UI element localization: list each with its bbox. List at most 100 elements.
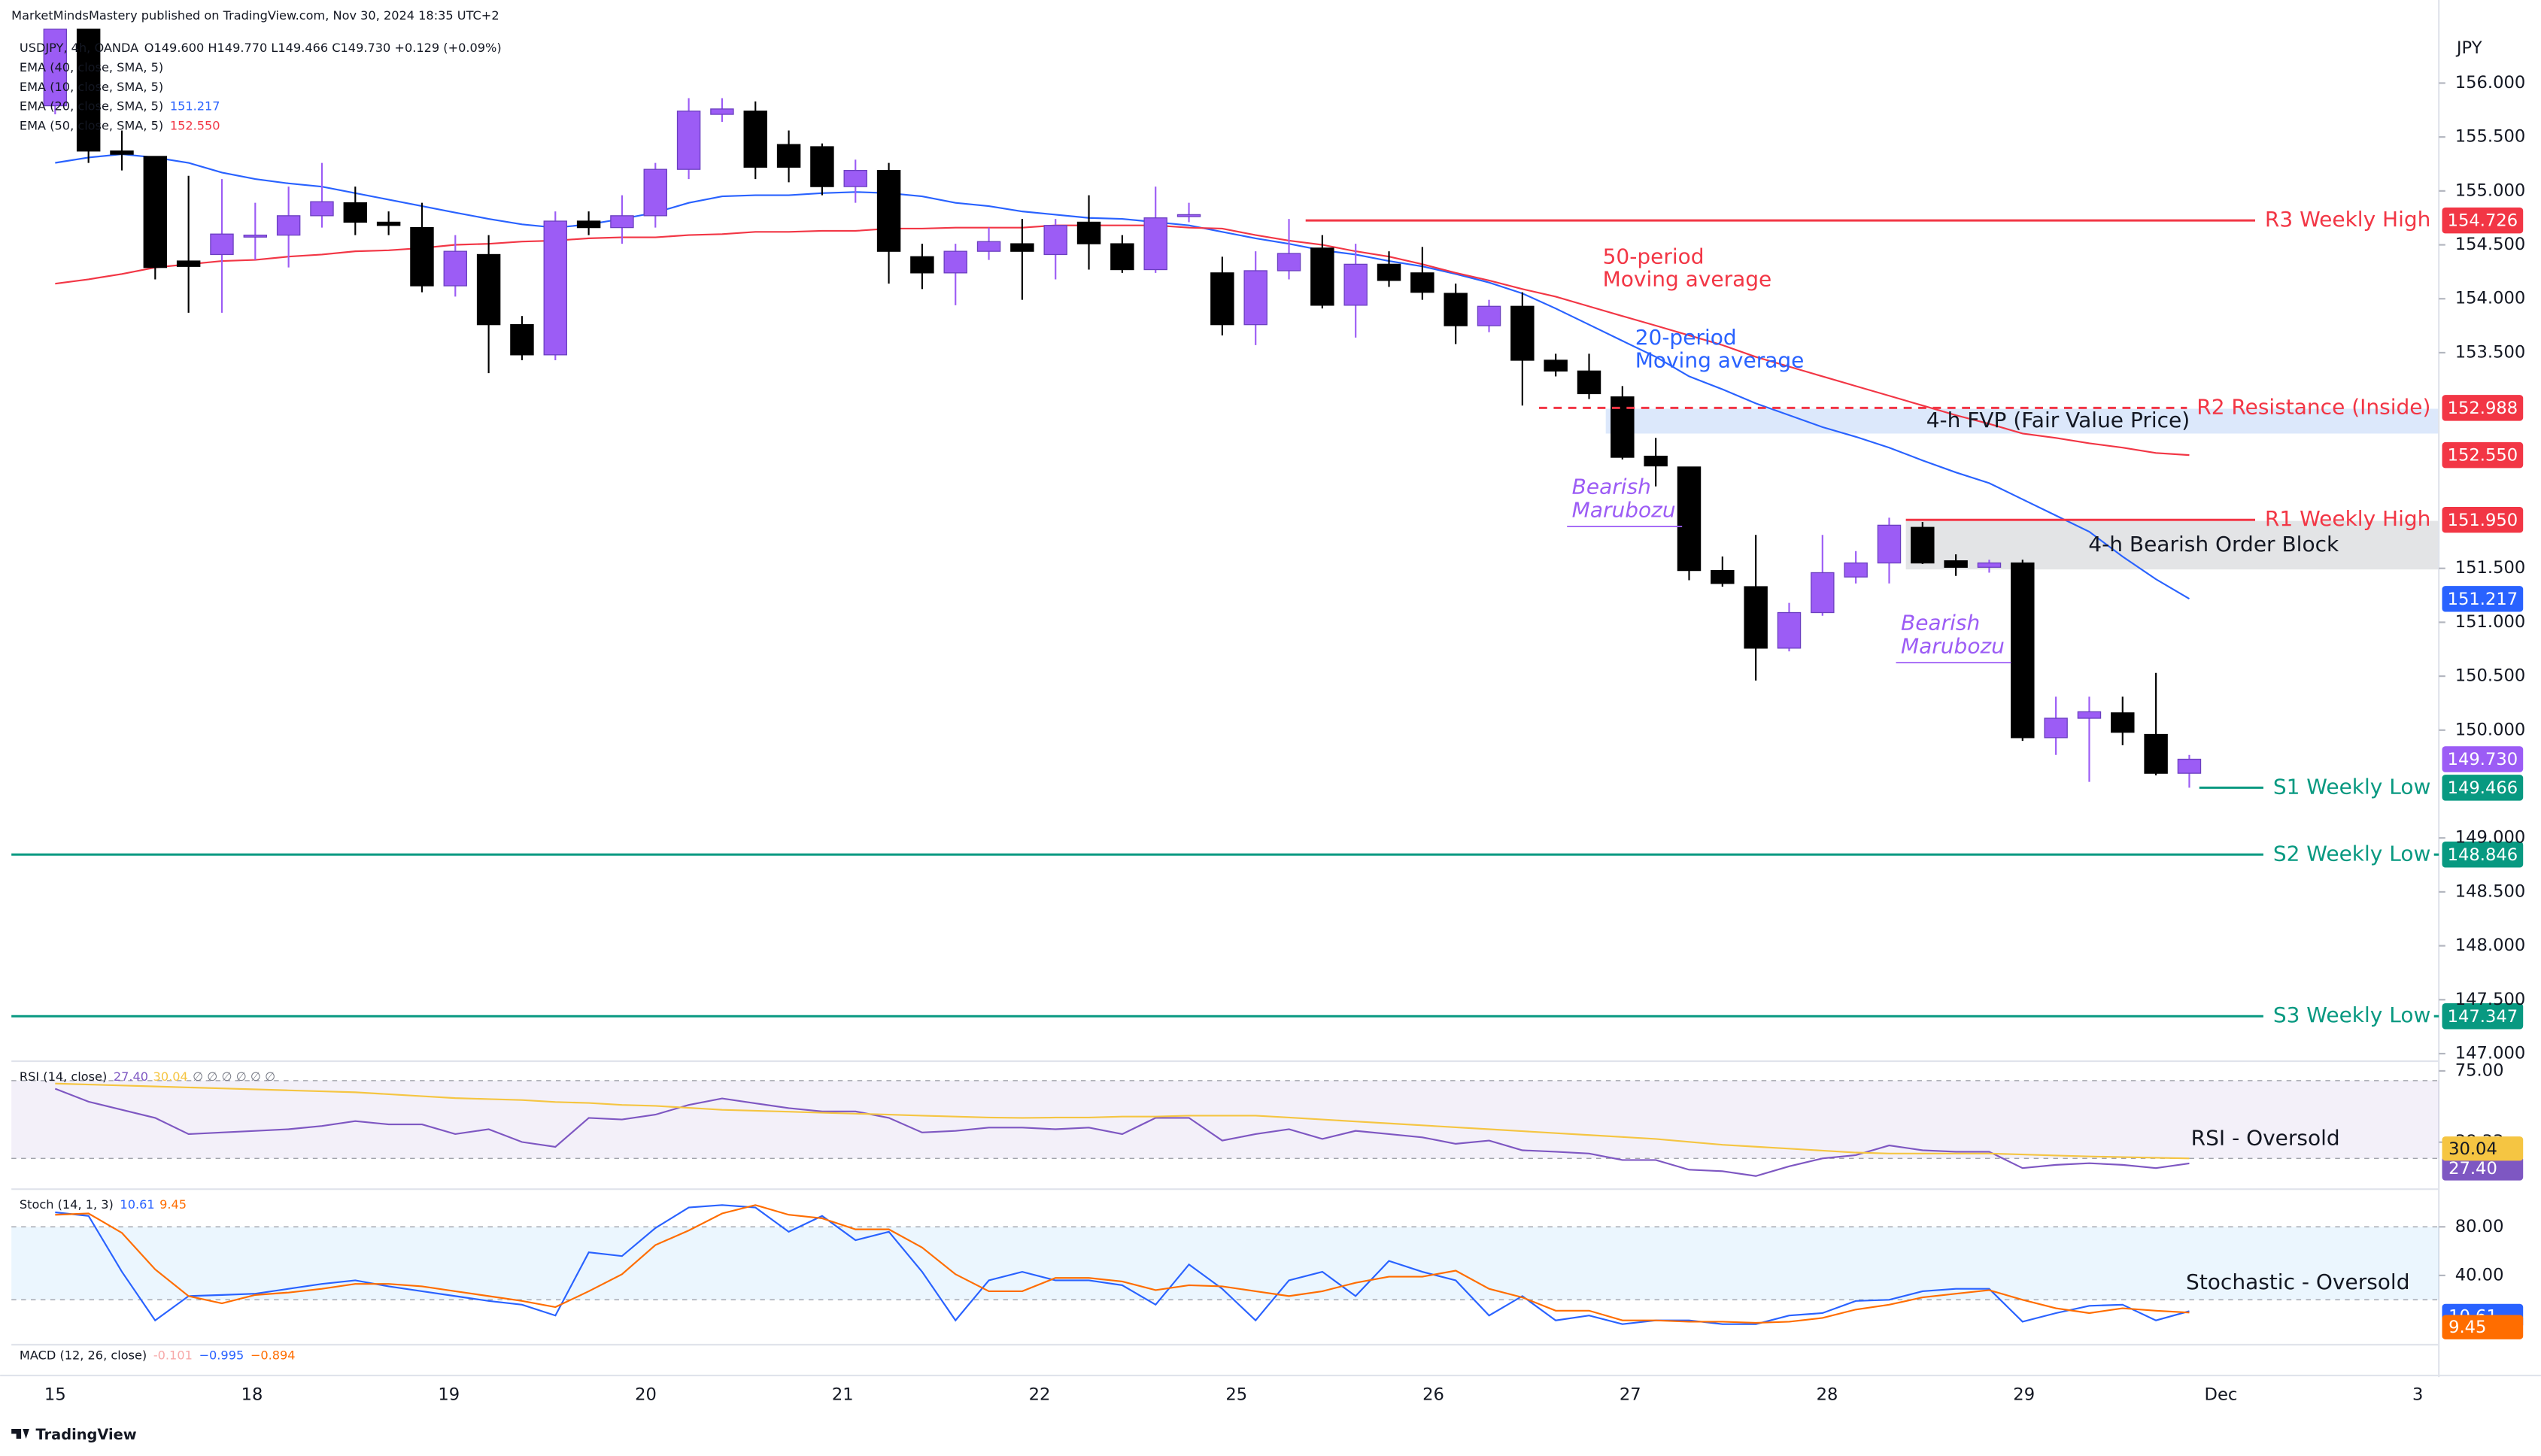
price-badge bbox=[2442, 395, 2524, 421]
oscillator-band bbox=[11, 1227, 2439, 1300]
oscillator-line bbox=[54, 1087, 2190, 1177]
pane-legend-extra: ∅ ∅ ∅ ∅ ∅ ∅ bbox=[193, 1069, 275, 1084]
candle-body bbox=[1811, 572, 1835, 614]
price-badge-text: 148.846 bbox=[2448, 845, 2518, 865]
oscillator-line bbox=[55, 1204, 2190, 1325]
candle-body bbox=[810, 146, 834, 187]
candle-body bbox=[643, 168, 667, 217]
pane-legend-value: −0.894 bbox=[250, 1348, 296, 1363]
candle-body bbox=[1310, 247, 1334, 306]
series-label: 20-period bbox=[1635, 325, 1737, 350]
price-badge bbox=[2442, 441, 2524, 469]
series-label: Moving average bbox=[1635, 347, 1805, 372]
x-tick-label: 18 bbox=[241, 1385, 263, 1404]
price-badge bbox=[2442, 746, 2524, 772]
candle-body bbox=[2177, 758, 2202, 774]
price-badge-text: 147.347 bbox=[2448, 1007, 2518, 1027]
candle-body bbox=[976, 241, 1001, 252]
candle-body bbox=[1877, 524, 1902, 564]
candle-body bbox=[343, 202, 368, 223]
candle-body bbox=[76, 29, 101, 152]
logo-mark bbox=[11, 1429, 29, 1439]
zone-label: 4-h FVP (Fair Value Price) bbox=[1926, 408, 2190, 432]
candle-body bbox=[1110, 243, 1134, 271]
candle-body bbox=[143, 156, 168, 268]
y-tick-label: 147.000 bbox=[2455, 1043, 2526, 1063]
candle-body bbox=[410, 226, 434, 287]
candle-body bbox=[1944, 560, 1968, 568]
candle-body bbox=[376, 221, 401, 226]
candle-body bbox=[1611, 396, 1635, 458]
price-badge bbox=[2442, 775, 2524, 801]
candle-body bbox=[1977, 562, 2002, 568]
x-tick-label: 3 bbox=[2412, 1385, 2423, 1404]
price-badge-text: 152.550 bbox=[2448, 446, 2518, 466]
annotation: Bearish bbox=[1572, 474, 1651, 499]
series-label: Moving average bbox=[1603, 267, 1772, 292]
price-badge bbox=[2442, 506, 2524, 533]
candle-body bbox=[910, 256, 934, 274]
candle-body bbox=[743, 111, 767, 168]
candle-body bbox=[876, 169, 901, 252]
oscillator-badge bbox=[2442, 1136, 2524, 1161]
candle-body bbox=[943, 250, 967, 274]
pane-legend-value: -0.101 bbox=[153, 1348, 193, 1363]
y-tick-label: 150.000 bbox=[2455, 720, 2526, 739]
candle-body bbox=[610, 215, 634, 229]
x-tick-label: 20 bbox=[635, 1385, 657, 1404]
oscillator-badge-text: 30.04 bbox=[2448, 1139, 2497, 1159]
pane-legend: Stoch (14, 1, 3) bbox=[20, 1197, 114, 1212]
candle-body bbox=[110, 150, 134, 155]
annotation: Marubozu bbox=[1901, 634, 2005, 659]
annotation: Marubozu bbox=[1572, 498, 1676, 523]
candle-body bbox=[843, 169, 867, 187]
y-tick-label: 80.00 bbox=[2455, 1217, 2504, 1236]
candle-body bbox=[576, 220, 601, 229]
y-tick-label: 156.000 bbox=[2455, 73, 2526, 93]
candle-body bbox=[510, 324, 534, 356]
candle-body bbox=[1711, 569, 1735, 584]
x-tick-label: 22 bbox=[1029, 1385, 1051, 1404]
y-tick-label: 154.000 bbox=[2455, 289, 2526, 308]
candle-body bbox=[276, 215, 301, 236]
x-tick-label: Dec bbox=[2205, 1385, 2238, 1404]
candle-body bbox=[1377, 263, 1401, 281]
ohlc-text: O149.600 H149.770 L149.466 C149.730 +0.1… bbox=[144, 41, 502, 55]
candle-body bbox=[710, 108, 734, 115]
y-tick-label: 147.500 bbox=[2455, 990, 2526, 1009]
oscillator-badge bbox=[2442, 1156, 2524, 1181]
candle-body bbox=[543, 220, 568, 356]
candle-body bbox=[1477, 305, 1501, 326]
candle-body bbox=[210, 233, 234, 256]
price-badge bbox=[2442, 586, 2524, 612]
indicator-legend: EMA (10, close, SMA, 5) bbox=[20, 80, 163, 94]
pane-legend-value: 27.40 bbox=[114, 1069, 148, 1084]
x-tick-label: 27 bbox=[1620, 1385, 1641, 1404]
price-badge-text: 154.726 bbox=[2448, 211, 2518, 231]
candle-body bbox=[1410, 272, 1434, 293]
candle-body bbox=[1210, 272, 1234, 326]
footer-logo: TradingView bbox=[35, 1426, 136, 1443]
indicator-value: 152.550 bbox=[170, 119, 220, 133]
indicator-legend: EMA (50, close, SMA, 5) bbox=[20, 119, 163, 133]
candle-body bbox=[1911, 526, 1935, 564]
pane-legend: RSI (14, close) bbox=[20, 1069, 107, 1084]
level-label: R1 Weekly High bbox=[2265, 506, 2430, 531]
y-tick-label: 150.500 bbox=[2455, 666, 2526, 686]
candle-body bbox=[243, 235, 268, 238]
annotation: Bearish bbox=[1901, 610, 1980, 635]
x-tick-label: 15 bbox=[44, 1385, 66, 1404]
candle-body bbox=[1777, 611, 1802, 649]
candle-body bbox=[1143, 217, 1167, 271]
candle-body bbox=[43, 29, 68, 107]
candle-body bbox=[1510, 305, 1535, 361]
x-tick-label: 25 bbox=[1225, 1385, 1247, 1404]
price-badge bbox=[2442, 207, 2524, 234]
x-tick-label: 19 bbox=[438, 1385, 460, 1404]
x-tick-label: 29 bbox=[2013, 1385, 2035, 1404]
price-badge-text: 149.730 bbox=[2448, 750, 2518, 769]
candle-body bbox=[1844, 562, 1868, 578]
zone bbox=[1605, 408, 2439, 434]
x-tick-label: 26 bbox=[1422, 1385, 1444, 1404]
publisher: MarketMindsMastery published on TradingV… bbox=[11, 8, 499, 23]
